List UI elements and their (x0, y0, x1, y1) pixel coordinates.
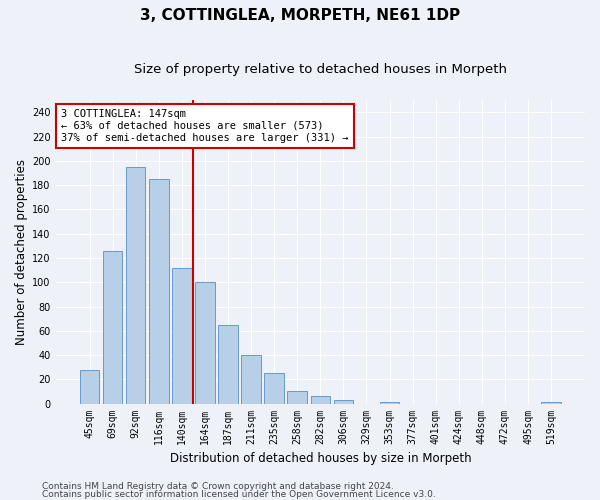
Bar (265, 373, 284, 404)
Bar (311, 396, 330, 404)
Bar (172, 268, 191, 404)
Title: Size of property relative to detached houses in Morpeth: Size of property relative to detached ho… (134, 62, 507, 76)
Bar (287, 392, 307, 404)
Y-axis label: Number of detached properties: Number of detached properties (15, 159, 28, 345)
X-axis label: Distribution of detached houses by size in Morpeth: Distribution of detached houses by size … (170, 452, 471, 465)
Text: Contains HM Land Registry data © Crown copyright and database right 2024.: Contains HM Land Registry data © Crown c… (42, 482, 394, 491)
Bar (541, 402, 561, 404)
Text: 3 COTTINGLEA: 147sqm
← 63% of detached houses are smaller (573)
37% of semi-deta: 3 COTTINGLEA: 147sqm ← 63% of detached h… (61, 110, 349, 142)
Bar (218, 324, 238, 404)
Bar (103, 250, 122, 404)
Bar (126, 167, 145, 404)
Text: Contains public sector information licensed under the Open Government Licence v3: Contains public sector information licen… (42, 490, 436, 499)
Bar (195, 282, 215, 404)
Bar (149, 179, 169, 404)
Bar (380, 402, 400, 404)
Bar (334, 400, 353, 404)
Bar (80, 370, 100, 404)
Bar (241, 355, 261, 404)
Text: 3, COTTINGLEA, MORPETH, NE61 1DP: 3, COTTINGLEA, MORPETH, NE61 1DP (140, 8, 460, 22)
